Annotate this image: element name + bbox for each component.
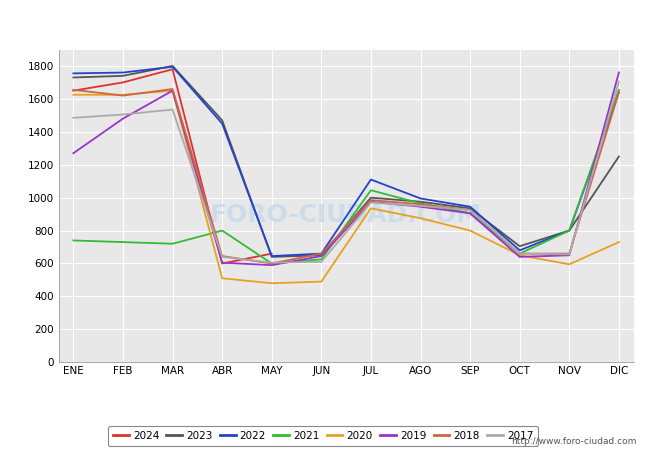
Text: FORO-CIUDAD.COM: FORO-CIUDAD.COM [210, 203, 482, 227]
Text: Afiliados en Sallent de Gállego a 31/5/2024: Afiliados en Sallent de Gállego a 31/5/2… [151, 16, 499, 32]
Text: http://www.foro-ciudad.com: http://www.foro-ciudad.com [512, 436, 637, 446]
Legend: 2024, 2023, 2022, 2021, 2020, 2019, 2018, 2017: 2024, 2023, 2022, 2021, 2020, 2019, 2018… [108, 426, 538, 446]
